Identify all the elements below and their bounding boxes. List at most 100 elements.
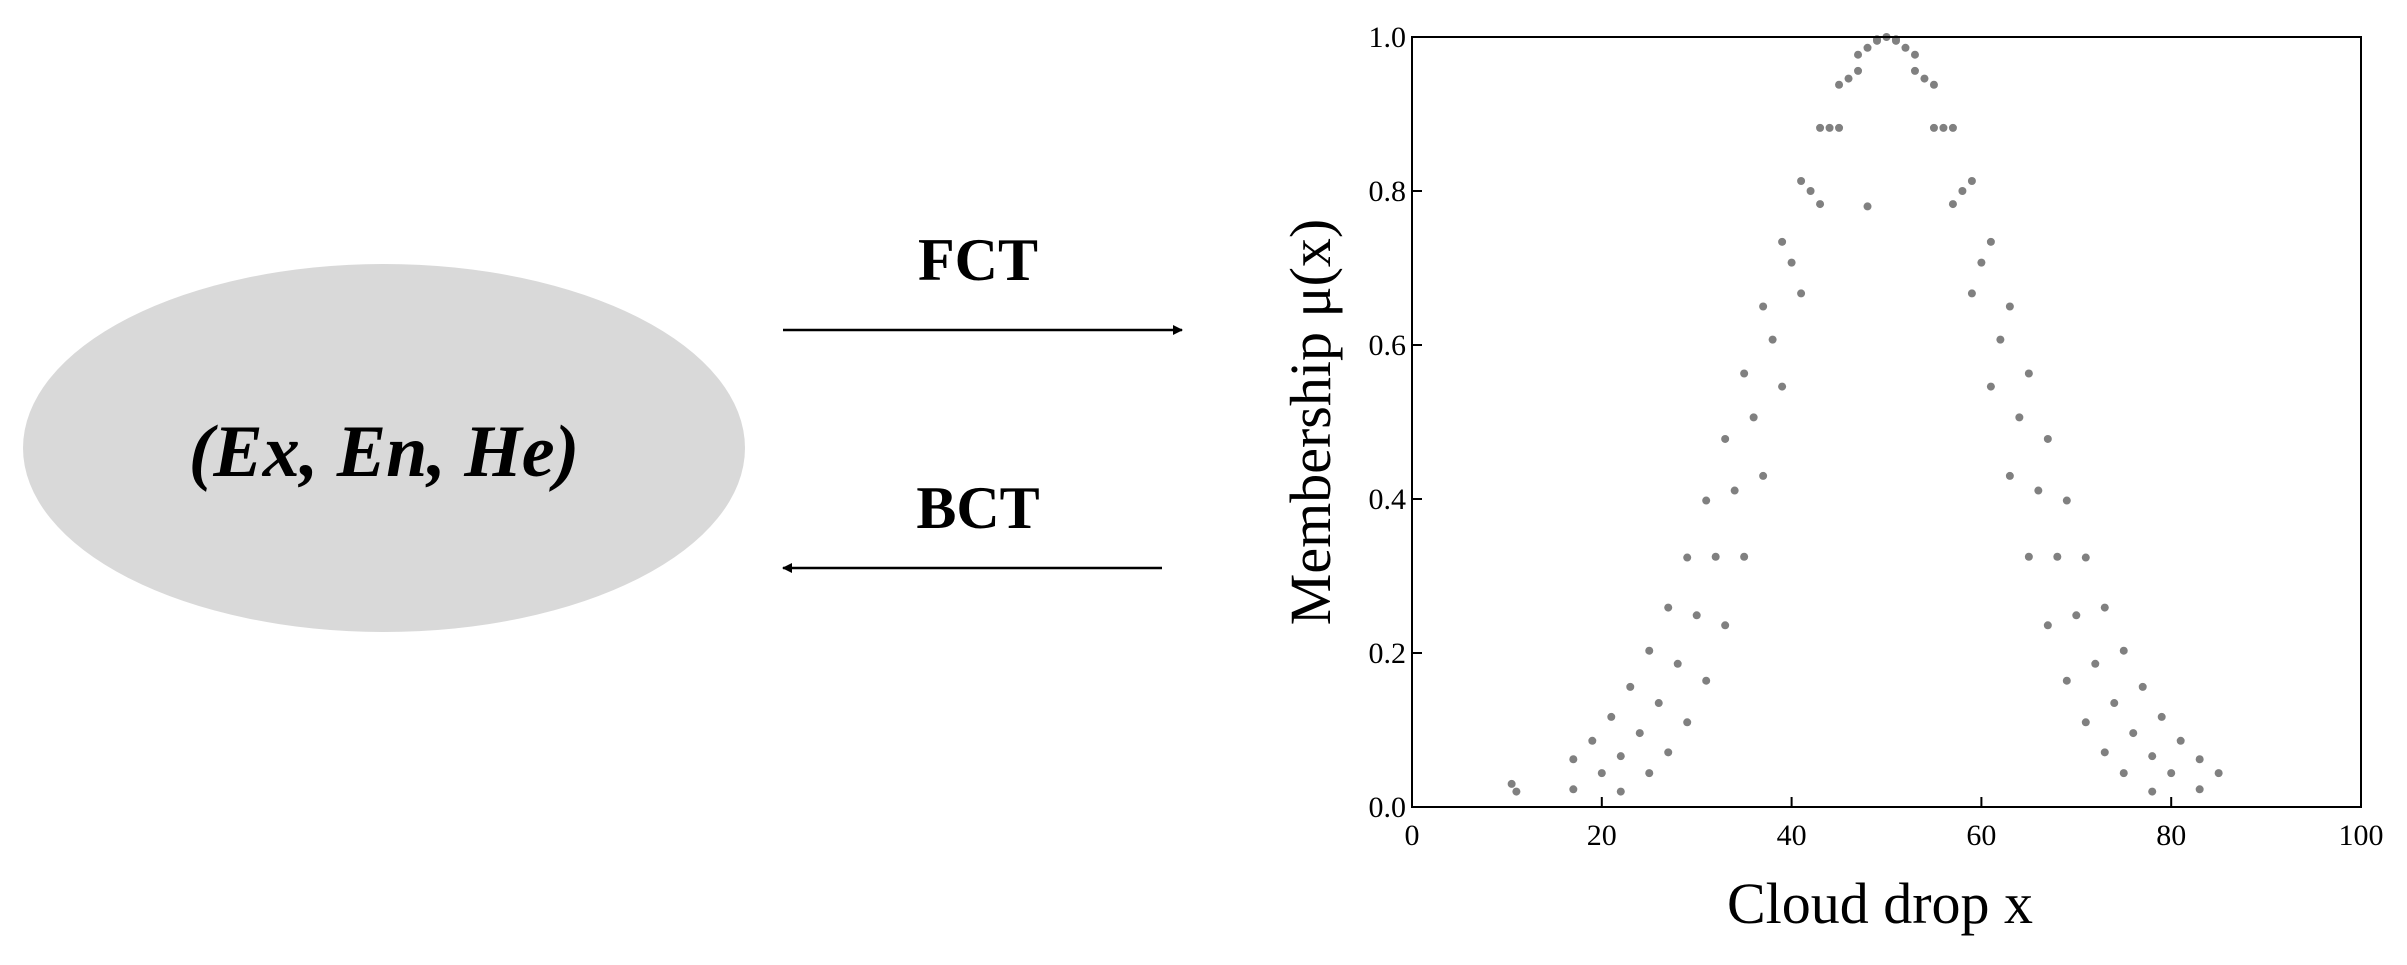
- y-axis-label: Membership μ(x): [1278, 219, 1343, 625]
- point: [1806, 187, 1815, 195]
- point: [1597, 769, 1606, 778]
- x-axis-label: Cloud drop x: [1727, 871, 2033, 936]
- point: [1778, 237, 1787, 246]
- scatter-plot: Cloud drop x Membership μ(x) 0.0 0.2 0.4 0.…: [1278, 21, 2384, 936]
- point: [2195, 755, 2204, 764]
- point: [2214, 769, 2223, 778]
- point: [1683, 718, 1692, 727]
- point: [1645, 769, 1654, 778]
- point: [2100, 603, 2109, 612]
- point: [1854, 50, 1863, 59]
- point: [2072, 611, 2081, 620]
- point: [1854, 66, 1863, 75]
- point: [1635, 729, 1644, 738]
- point: [2024, 369, 2033, 378]
- x-tick-label: 80: [2156, 819, 2186, 852]
- y-tick-label: 0.8: [1369, 175, 1407, 208]
- point: [1816, 200, 1825, 209]
- point: [2148, 752, 2157, 761]
- x-tick-label: 100: [2339, 819, 2384, 852]
- node-label: (Ex, En, He): [189, 411, 580, 493]
- point: [1664, 603, 1673, 612]
- point: [2195, 785, 2204, 794]
- point: [2062, 496, 2071, 505]
- point: [2176, 736, 2185, 745]
- point: [1740, 369, 1749, 378]
- point: [1910, 50, 1919, 59]
- point: [1645, 646, 1654, 655]
- point: [1825, 123, 1834, 132]
- point: [2167, 769, 2176, 778]
- point: [1835, 80, 1844, 89]
- point: [1948, 200, 1957, 209]
- point: [1891, 36, 1900, 45]
- point: [1967, 289, 1976, 298]
- y-tick-label: 0.4: [1369, 483, 1407, 516]
- point: [1749, 413, 1758, 422]
- y-tick-label: 0.2: [1369, 637, 1407, 670]
- point: [2062, 676, 2071, 685]
- point: [1616, 752, 1625, 761]
- point: [1816, 123, 1825, 132]
- point: [1507, 779, 1516, 788]
- point: [1721, 621, 1730, 630]
- point: [2034, 486, 2043, 495]
- point: [1512, 787, 1521, 796]
- point: [1607, 712, 1616, 721]
- point: [1996, 335, 2005, 344]
- x-tick-label: 60: [1966, 819, 1996, 852]
- point: [2053, 552, 2062, 561]
- point: [1977, 258, 1986, 267]
- point: [1835, 123, 1844, 132]
- point: [1920, 74, 1929, 83]
- point: [1588, 736, 1597, 745]
- point: [2005, 471, 2014, 480]
- point: [1664, 748, 1673, 757]
- plot-frame: [1411, 36, 2362, 808]
- point: [1626, 682, 1635, 691]
- point: [1958, 187, 1967, 195]
- point: [2129, 729, 2138, 738]
- point: [1986, 237, 1995, 246]
- point: [2024, 552, 2033, 561]
- point: [1673, 659, 1682, 668]
- point: [2043, 621, 2052, 630]
- point: [1768, 335, 1777, 344]
- x-tick-label: 40: [1777, 819, 1807, 852]
- point: [1948, 123, 1957, 132]
- point: [1711, 552, 1720, 561]
- point: [1797, 289, 1806, 298]
- point: [1730, 486, 1739, 495]
- point: [1844, 74, 1853, 83]
- point: [1778, 382, 1787, 391]
- point: [1654, 699, 1663, 708]
- point: [2110, 699, 2119, 708]
- point: [2100, 748, 2109, 757]
- point: [1929, 123, 1938, 132]
- point: [1616, 787, 1625, 796]
- point: [2015, 413, 2024, 422]
- point: [2043, 434, 2052, 443]
- x-tick-label: 20: [1587, 819, 1617, 852]
- point: [1929, 80, 1938, 89]
- y-tick-label: 0.0: [1369, 791, 1407, 824]
- point: [1901, 43, 1910, 52]
- point: [2138, 682, 2147, 691]
- point: [1759, 302, 1768, 311]
- node-ellipse: [23, 264, 745, 632]
- point: [1910, 66, 1919, 75]
- point: [1702, 496, 1711, 505]
- point: [2091, 659, 2100, 668]
- point: [2157, 712, 2166, 721]
- point: [2119, 646, 2128, 655]
- point: [2081, 553, 2090, 562]
- point: [1863, 43, 1872, 52]
- point: [2148, 787, 2157, 796]
- point: [1939, 123, 1948, 132]
- x-tick-label: 0: [1405, 819, 1420, 852]
- point: [1797, 176, 1806, 185]
- arrow-label: FCT: [918, 227, 1038, 293]
- point: [1986, 382, 1995, 391]
- arrow-label: BCT: [916, 475, 1039, 541]
